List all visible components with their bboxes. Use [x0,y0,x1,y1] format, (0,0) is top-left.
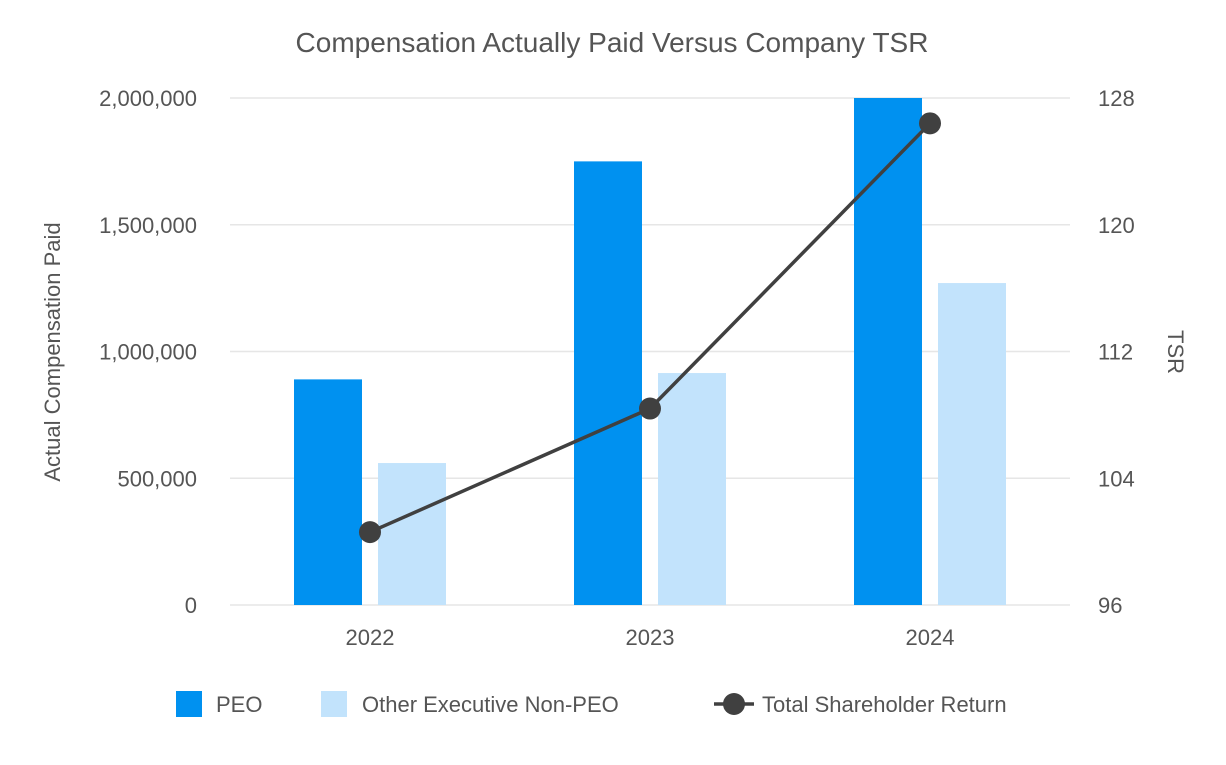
y-tick-label: 1,500,000 [99,213,197,238]
legend-label-tsr: Total Shareholder Return [762,692,1007,717]
bar-peo [294,379,362,605]
y2-axis-label: TSR [1163,330,1188,374]
tsr-point [639,397,661,420]
bar-peo [854,98,922,605]
y2-tick-label: 96 [1098,593,1122,618]
y-tick-label: 1,000,000 [99,340,197,365]
y-tick-label: 2,000,000 [99,86,197,111]
bar-layer [294,98,1006,605]
y2-tick-label: 104 [1098,466,1135,491]
y2-tick-label: 112 [1098,340,1133,365]
chart-title: Compensation Actually Paid Versus Compan… [296,27,929,58]
x-tick-label: 2024 [906,625,955,650]
y2-tick-label: 128 [1098,86,1135,111]
bar-peo [574,161,642,605]
bar-other-executive-non-peo [378,463,446,605]
x-tick-label: 2022 [346,625,395,650]
y-tick-label: 0 [185,593,197,618]
tsr-line [369,122,932,534]
tsr-point [919,112,941,135]
y-axis-label: Actual Compensation Paid [40,222,65,481]
y-tick-label: 500,000 [117,466,197,491]
legend: PEO Other Executive Non-PEO Total Sharehol… [176,691,1007,717]
legend-label-non-peo: Other Executive Non-PEO [362,692,619,717]
x-tick-label: 2023 [626,625,675,650]
tsr-point [359,521,381,544]
axis-layer: 0 500,000 1,000,000 1,500,000 2,000,000 96 104… [99,86,1135,650]
grid-layer [230,97,1070,606]
y2-tick-label: 120 [1098,213,1135,238]
bar-other-executive-non-peo [658,373,726,605]
bar-other-executive-non-peo [938,283,1006,605]
legend-swatch-non-peo [321,691,347,717]
line-layer [359,112,941,544]
legend-marker-tsr [723,693,745,715]
legend-label-peo: PEO [216,692,262,717]
legend-swatch-peo [176,691,202,717]
